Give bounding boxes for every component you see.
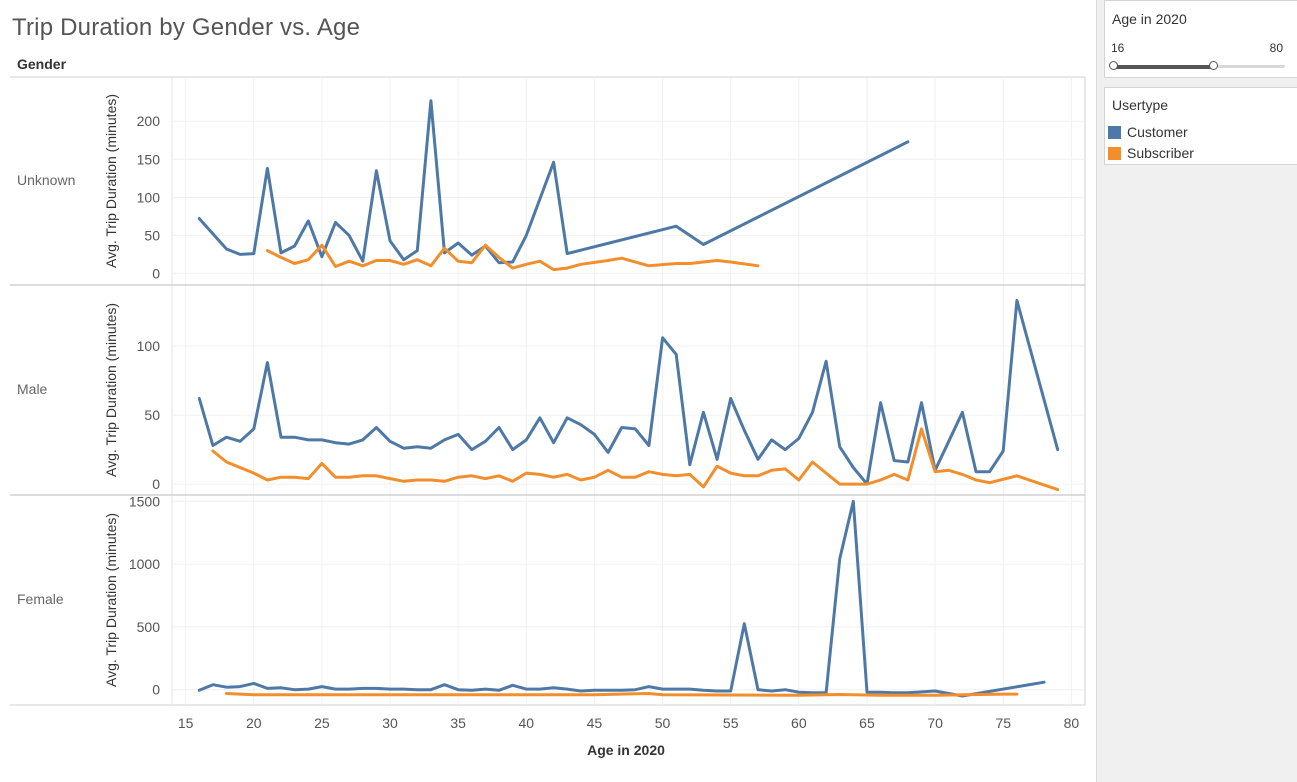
x-tick-label: 55 xyxy=(723,715,739,731)
x-tick-label: 30 xyxy=(382,715,398,731)
legend-swatch-subscriber xyxy=(1108,146,1121,160)
series-line-female-subscriber xyxy=(225,692,1019,697)
x-tick-label: 70 xyxy=(927,715,943,731)
y-tick-label: 100 xyxy=(137,189,161,205)
series-line-female-customer xyxy=(197,499,1046,698)
y-tick-label: 150 xyxy=(137,151,161,167)
usertype-legend-card: Usertype Customer Subscriber xyxy=(1104,87,1297,165)
age-slider-min-handle[interactable] xyxy=(1109,61,1118,70)
usertype-legend-title: Usertype xyxy=(1112,97,1169,113)
y-tick-label: 0 xyxy=(152,682,160,698)
age-filter-card: Age in 2020 16 80 xyxy=(1104,0,1297,78)
y-tick-label: 1500 xyxy=(129,493,160,509)
x-axis-title: Age in 2020 xyxy=(587,742,665,758)
legend-label-customer: Customer xyxy=(1127,124,1188,140)
age-slider-range[interactable] xyxy=(1113,65,1213,69)
x-tick-label: 60 xyxy=(791,715,807,731)
x-tick-label: 25 xyxy=(314,715,330,731)
x-tick-label: 75 xyxy=(995,715,1011,731)
y-axis-title: Avg. Trip Duration (minutes) xyxy=(103,513,119,687)
y-axis-title: Avg. Trip Duration (minutes) xyxy=(103,303,119,477)
series-line-male-customer xyxy=(197,299,1060,486)
y-tick-label: 1000 xyxy=(129,556,160,572)
y-tick-label: 0 xyxy=(152,265,160,281)
x-tick-label: 65 xyxy=(859,715,875,731)
row-label-male: Male xyxy=(17,381,48,397)
y-tick-label: 100 xyxy=(137,338,161,354)
y-tick-label: 0 xyxy=(152,476,160,492)
row-label-unknown: Unknown xyxy=(17,172,75,188)
x-tick-label: 45 xyxy=(587,715,603,731)
y-tick-label: 200 xyxy=(137,113,161,129)
x-tick-label: 20 xyxy=(246,715,262,731)
age-filter-title: Age in 2020 xyxy=(1112,11,1187,27)
age-slider-max-handle[interactable] xyxy=(1209,61,1218,70)
x-tick-label: 50 xyxy=(655,715,671,731)
x-tick-label: 80 xyxy=(1064,715,1080,731)
y-tick-label: 500 xyxy=(137,619,161,635)
legend-item-customer[interactable]: Customer xyxy=(1108,123,1188,141)
row-header-gender: Gender xyxy=(17,56,67,72)
series-line-male-subscriber xyxy=(211,427,1060,492)
age-filter-min-label: 16 xyxy=(1111,41,1125,55)
y-axis-title: Avg. Trip Duration (minutes) xyxy=(103,94,119,268)
series-line-unknown-subscriber xyxy=(265,243,760,272)
age-filter-max-label: 80 xyxy=(1269,41,1283,55)
legend-label-subscriber: Subscriber xyxy=(1127,145,1194,161)
x-tick-label: 15 xyxy=(178,715,194,731)
legend-item-subscriber[interactable]: Subscriber xyxy=(1108,144,1194,162)
series-line-unknown-customer xyxy=(197,99,910,265)
chart-title: Trip Duration by Gender vs. Age xyxy=(12,14,361,41)
x-tick-label: 40 xyxy=(519,715,535,731)
row-label-female: Female xyxy=(17,591,64,607)
side-panel: Age in 2020 16 80 Usertype Customer Subs… xyxy=(1096,0,1297,782)
x-tick-label: 35 xyxy=(450,715,466,731)
y-tick-label: 50 xyxy=(144,227,160,243)
y-tick-label: 50 xyxy=(144,407,160,423)
legend-swatch-customer xyxy=(1108,125,1121,139)
